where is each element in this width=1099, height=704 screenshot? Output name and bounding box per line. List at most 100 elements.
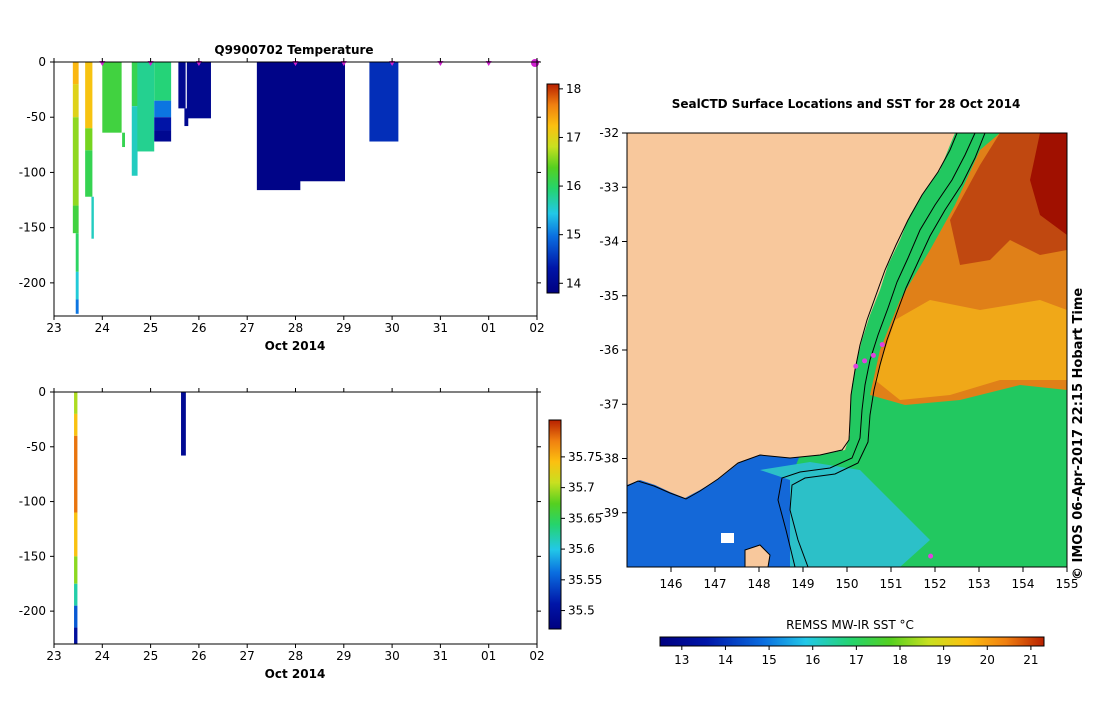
- sst-cyan-region: [760, 462, 930, 567]
- profile-segment: [72, 62, 79, 85]
- colorbar-tick-label: 35.55: [568, 573, 602, 587]
- x-tick-label: 30: [384, 649, 399, 663]
- x-tick-label: 25: [143, 321, 158, 335]
- profile-segment: [154, 62, 172, 101]
- panel1-bars: [72, 62, 399, 314]
- map-y-tick-label: -38: [599, 452, 619, 466]
- panel1-colorbar: [546, 83, 560, 294]
- map-x-tick-label: 154: [1012, 577, 1035, 591]
- profile-segment: [74, 627, 78, 644]
- panel2-colorbar: [548, 419, 562, 630]
- profile-segment: [91, 196, 94, 239]
- profile-segment: [131, 106, 138, 176]
- profile-segment: [85, 62, 93, 129]
- panel2-x-axis-label: Oct 2014: [265, 667, 326, 681]
- y-tick-label: -150: [19, 549, 46, 563]
- profile-segment: [74, 392, 78, 414]
- profile-segment: [74, 512, 78, 557]
- profile-segment: [75, 233, 79, 272]
- map-y-tick-label: -33: [599, 180, 619, 194]
- map-y-tick-label: -35: [599, 289, 619, 303]
- map-profile-locations: [853, 342, 934, 559]
- profile-segment: [102, 62, 122, 133]
- x-tick-label: 28: [288, 321, 303, 335]
- sst-colorbar-tick-label: 17: [849, 653, 864, 667]
- profile-segment: [181, 392, 186, 456]
- isobath-1000m: [789, 133, 986, 567]
- colorbar-tick-label: 14: [566, 276, 581, 290]
- x-tick-label: 29: [336, 649, 351, 663]
- profile-segment: [154, 130, 172, 142]
- sst-colorbar-ticks: 13 14 15 16 17 18 19 20 21: [674, 646, 1039, 667]
- profile-segment: [75, 299, 79, 314]
- y-tick-label: -50: [26, 440, 46, 454]
- isobath-200m: [777, 133, 976, 567]
- profile-segment: [178, 62, 186, 109]
- x-tick-label: 02: [529, 649, 544, 663]
- profile-segment: [74, 435, 78, 513]
- profile-segment: [72, 84, 79, 118]
- profile-segment: [72, 117, 79, 206]
- sst-colorbar-tick-label: 15: [761, 653, 776, 667]
- colorbar-tick-label: 16: [566, 179, 581, 193]
- map-y-tick-label: -39: [599, 506, 619, 520]
- panel2-bars: [74, 392, 186, 644]
- x-tick-label: 26: [191, 321, 206, 335]
- y-tick-label: -50: [26, 110, 46, 124]
- y-tick-label: -150: [19, 221, 46, 235]
- map-y-tick-label: -36: [599, 343, 619, 357]
- profile-segment: [186, 62, 211, 119]
- profile-segment: [122, 132, 126, 148]
- panel1-title: Q9900702 Temperature: [214, 43, 373, 57]
- map-x-tick-label: 146: [660, 577, 683, 591]
- sst-colorbar-tick-label: 16: [805, 653, 820, 667]
- x-tick-label: 01: [481, 321, 496, 335]
- profile-segment: [154, 117, 172, 131]
- x-tick-label: 28: [288, 649, 303, 663]
- colorbar-tick-label: 35.65: [568, 511, 602, 525]
- profile-location: [870, 352, 876, 358]
- x-tick-label: 25: [143, 649, 158, 663]
- map-y-ticks: -32 -33 -34 -35 -36 -37 -38 -39: [599, 126, 627, 520]
- colorbar-tick-label: 35.75: [568, 450, 602, 464]
- profile-segment: [154, 100, 172, 118]
- map-x-tick-label: 148: [748, 577, 771, 591]
- profile-location: [853, 363, 859, 369]
- sst-colorbar-tick-label: 20: [980, 653, 995, 667]
- sst-colorbar-tick-label: 13: [674, 653, 689, 667]
- colorbar-tick-label: 35.5: [568, 604, 595, 618]
- panel1-x-axis-label: Oct 2014: [265, 339, 326, 353]
- x-tick-label: 31: [433, 649, 448, 663]
- panel1-x-ticks: 23 24 25 26 27 28 29 30 31 01 02: [46, 58, 545, 335]
- sst-colorbar-tick-label: 18: [892, 653, 907, 667]
- y-tick-label: -100: [19, 165, 46, 179]
- profile-location: [862, 358, 868, 364]
- profile-segment: [74, 556, 78, 584]
- sst-colorbar-tick-label: 21: [1023, 653, 1038, 667]
- map-x-tick-label: 149: [792, 577, 815, 591]
- y-tick-label: -100: [19, 495, 46, 509]
- x-tick-label: 27: [240, 321, 255, 335]
- panel1-colorbar-ticks: 14 15 16 17 18: [559, 82, 581, 290]
- map-title: SealCTD Surface Locations and SST for 28…: [672, 97, 1021, 111]
- surface-marker-dot: [531, 59, 539, 67]
- colorbar-tick-label: 17: [566, 130, 581, 144]
- profile-segment: [85, 128, 93, 151]
- profile-segment: [184, 108, 189, 127]
- missing-data-patch: [721, 533, 734, 543]
- x-tick-label: 24: [95, 649, 110, 663]
- map-x-tick-label: 153: [968, 577, 991, 591]
- land-island: [744, 544, 771, 567]
- sst-mid-region: [875, 300, 1067, 400]
- map-y-tick-label: -34: [599, 235, 619, 249]
- panel2-colorbar-ticks: 35.5 35.55 35.6 35.65 35.7 35.75: [561, 450, 602, 618]
- panel2-x-ticks: 23 24 25 26 27 28 29 30 31 01 02: [46, 388, 545, 663]
- panel2-plot-frame: [53, 391, 538, 645]
- profile-segment: [72, 205, 79, 234]
- map-y-tick-label: -32: [599, 126, 619, 140]
- x-tick-label: 26: [191, 649, 206, 663]
- y-tick-label: -200: [19, 276, 46, 290]
- profile-segment: [256, 62, 301, 191]
- y-tick-label: 0: [38, 385, 46, 399]
